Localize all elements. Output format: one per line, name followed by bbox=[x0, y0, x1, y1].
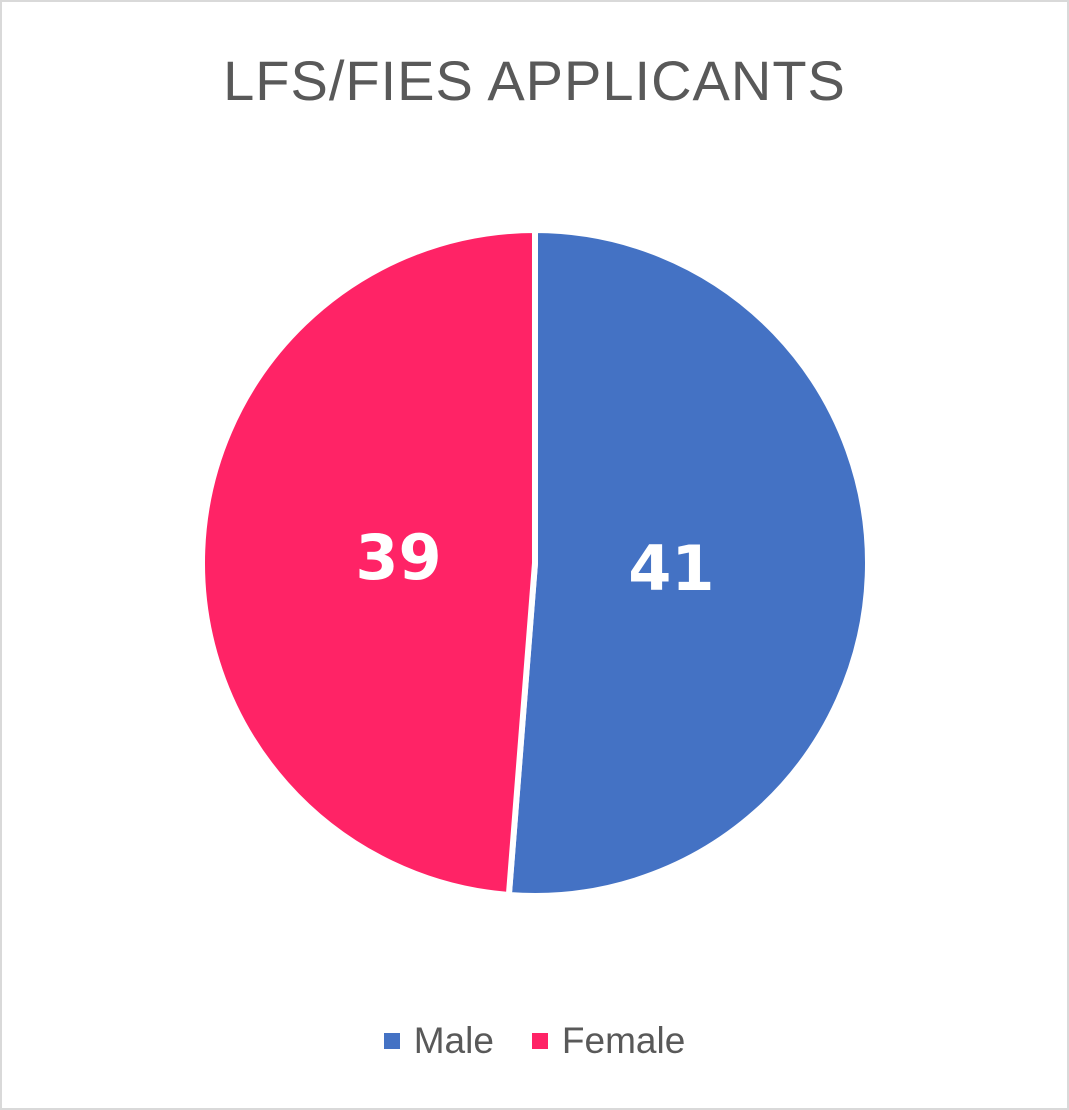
legend-swatch-male bbox=[383, 1033, 400, 1049]
data-label-female: 39 bbox=[355, 521, 441, 594]
legend-label-male: Male bbox=[413, 1020, 494, 1061]
data-label-male: 41 bbox=[628, 532, 714, 605]
pie-slice-male bbox=[505, 227, 871, 899]
pie-slice-female bbox=[199, 227, 538, 898]
legend-item-female: Female bbox=[531, 1020, 686, 1062]
legend: Male Female bbox=[2, 1020, 1067, 1062]
legend-item-male: Male bbox=[383, 1020, 494, 1062]
legend-swatch-female bbox=[531, 1033, 548, 1049]
legend-label-female: Female bbox=[561, 1020, 686, 1061]
chart-title: LFS/FIES APPLICANTS bbox=[223, 49, 846, 112]
